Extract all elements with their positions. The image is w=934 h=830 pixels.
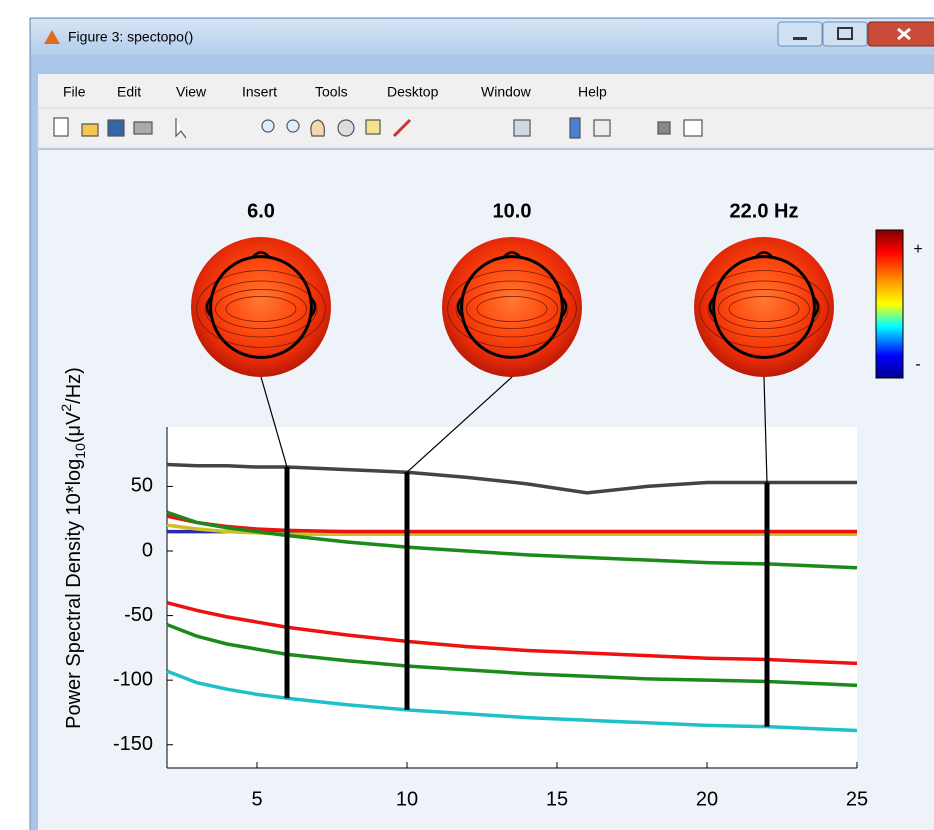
menu-item[interactable]: View [176, 84, 207, 100]
x-tick-label: 10 [396, 788, 418, 810]
y-tick-label: 0 [142, 539, 153, 561]
ylabel-sub: 10 [72, 443, 88, 459]
datacursor-icon[interactable] [366, 120, 380, 134]
menu-item[interactable]: Edit [117, 84, 141, 100]
print-icon[interactable] [134, 122, 152, 134]
menu-item[interactable]: Help [578, 84, 607, 100]
colorbar [876, 230, 903, 378]
new-icon[interactable] [54, 118, 68, 136]
menu-item[interactable]: Desktop [387, 84, 439, 100]
zoom-out-icon[interactable] [287, 120, 299, 132]
menu-item[interactable]: File [63, 84, 86, 100]
y-tick-label: -150 [113, 733, 153, 755]
save-icon[interactable] [108, 120, 124, 136]
y-tick-label: 50 [131, 475, 153, 497]
x-tick-label: 15 [546, 788, 568, 810]
hide-tools-icon[interactable] [658, 122, 670, 134]
page: Figure 3: spectopo() File Edit View Insert T… [0, 0, 934, 830]
menu-item[interactable]: Insert [242, 84, 277, 100]
link-icon[interactable] [514, 120, 530, 136]
rotate-icon[interactable] [338, 120, 354, 136]
pan-icon[interactable] [311, 120, 325, 136]
topo-title: 6.0 [247, 200, 275, 222]
topo-title: 10.0 [493, 200, 532, 222]
x-tick-label: 5 [251, 788, 262, 810]
x-tick-label: 25 [846, 788, 868, 810]
ylabel-text: (μV [63, 411, 85, 443]
show-tools-icon[interactable] [684, 120, 702, 136]
maximize-button[interactable] [823, 22, 867, 46]
x-tick-label: 20 [696, 788, 718, 810]
menu-item[interactable]: Tools [315, 84, 348, 100]
y-tick-label: -50 [124, 604, 153, 626]
window-title: Figure 3: spectopo() [68, 29, 193, 45]
ylabel-sup: 2 [58, 404, 74, 412]
y-tick-label: -100 [113, 668, 153, 690]
colorbar-plus: + [913, 241, 922, 258]
open-icon[interactable] [82, 124, 98, 136]
ylabel-text: Power Spectral Density 10*log [63, 459, 85, 729]
legend-icon[interactable] [594, 120, 610, 136]
minimize-icon [793, 37, 807, 40]
colorbar-icon[interactable] [570, 118, 580, 138]
menu-item[interactable]: Window [481, 84, 532, 100]
ylabel-text: /Hz) [63, 367, 85, 404]
colorbar-minus: - [915, 356, 920, 373]
screen: Figure 3: spectopo() File Edit View Insert T… [0, 0, 934, 830]
topo-title: 22.0 Hz [730, 200, 799, 222]
close-button[interactable] [868, 22, 934, 46]
minimize-button[interactable] [778, 22, 822, 46]
zoom-in-icon[interactable] [262, 120, 274, 132]
toolbar [38, 108, 934, 148]
